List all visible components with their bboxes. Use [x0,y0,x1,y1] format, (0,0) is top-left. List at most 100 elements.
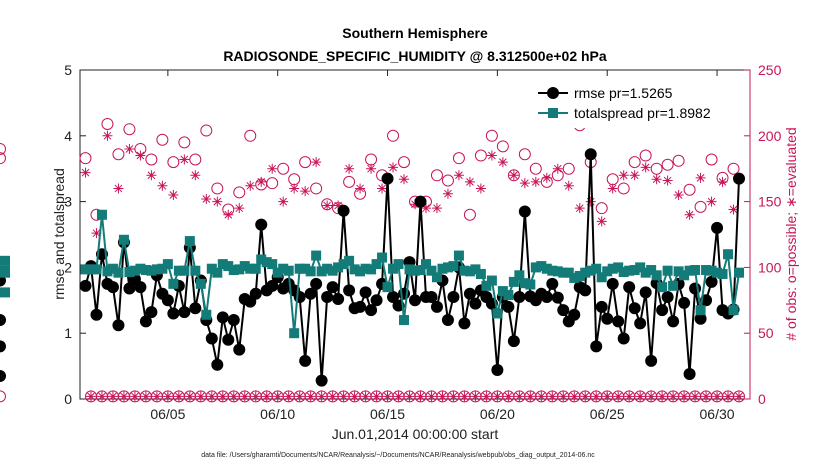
totalspread-point [300,263,311,274]
evaluated-point [525,391,536,402]
possible-point [733,390,746,403]
evaluated-point [679,391,690,402]
rmse-point [359,286,372,299]
totalspread-point [574,270,585,281]
possible-point [441,174,454,187]
rmse-point [595,300,608,313]
possible-point [694,200,707,213]
totalspread-point [519,278,530,289]
x-axis-label: Jun.01,2014 00:00:00 start [332,426,499,442]
evaluated-point [596,216,607,227]
x-tick-label: 06/30 [700,406,735,422]
totalspread-point [563,267,574,278]
rmse-point [612,315,625,328]
possible-point [112,148,125,161]
totalspread-point [124,267,135,278]
totalspread-point [294,263,305,274]
rmse-point [255,218,268,231]
totalspread-point [530,262,541,273]
rmse-point [299,354,312,367]
totalspread-point [591,263,602,274]
totalspread-point [723,249,734,260]
rmse-point [310,277,323,290]
totalspread-point [96,209,107,220]
y-right-tick-label: 50 [758,325,774,341]
y-tick-label: 1 [64,325,72,341]
evaluated-point [530,176,541,187]
totalspread-point [173,265,184,276]
rmse-point [0,314,6,327]
totalspread-point [613,262,624,273]
totalspread-point [393,259,404,270]
evaluated-point [190,170,201,181]
totalspread-point [503,290,514,301]
totalspread-point [541,263,552,274]
evaluated-point [607,183,618,194]
evaluated-point [135,150,146,161]
totalspread-point [0,255,10,266]
evaluated-point [536,391,547,402]
totalspread-point [706,265,717,276]
evaluated-point [327,391,338,402]
totalspread-point [283,265,294,276]
evaluated-point [569,391,580,402]
rmse-point [326,281,339,294]
rmse-point [161,294,174,307]
evaluated-point [426,391,437,402]
evaluated-point [355,183,366,194]
footnote: data file: /Users/gharamti/Documents/NCA… [201,452,595,459]
y-axis-right: 0 50 100 150 200 250 [744,62,782,407]
totalspread-point [618,267,629,278]
totalspread-point [629,265,640,276]
possible-point [387,129,400,142]
rmse-point [551,291,564,304]
totalspread-point [228,265,239,276]
totalspread-point [162,259,173,270]
rmse-point [579,284,592,297]
evaluated-point [602,391,613,402]
rmse-point [507,335,520,348]
totalspread-point [184,236,195,247]
totalspread-point [481,280,492,291]
rmse-point [447,291,460,304]
totalspread-point [223,261,234,272]
y-tick-label: 2 [64,259,72,275]
totalspread-point [701,265,712,276]
evaluated-point [497,157,508,168]
series-evaluated [80,131,745,402]
evaluated-point [712,391,723,402]
totalspread-point [514,270,525,281]
evaluated-point [294,391,305,402]
possible-point [310,182,323,195]
totalspread-point [250,263,261,274]
evaluated-point [272,391,283,402]
evaluated-point [305,391,316,402]
possible-point [277,162,290,175]
evaluated-point [563,180,574,191]
y-tick-label: 0 [64,391,72,407]
evaluated-point [651,174,662,185]
evaluated-point [96,391,107,402]
totalspread-point [129,265,140,276]
possible-point [705,153,718,166]
evaluated-point [415,391,426,402]
rmse-point [689,282,702,295]
totalspread-point [668,280,679,291]
totalspread-point [547,265,558,276]
totalspread-point [0,267,10,278]
evaluated-point [662,175,673,186]
totalspread-point [410,265,420,276]
evaluated-point [283,391,294,402]
totalspread-point [338,259,349,270]
evaluated-point [486,150,497,161]
possible-point [167,156,180,169]
possible-point [299,156,312,169]
y-right-tick-label: 200 [758,128,782,144]
rmse-point [365,304,378,317]
rmse-point [0,340,6,353]
rmse-point [733,172,746,185]
rmse-point [332,292,345,305]
y-tick-label: 3 [64,194,72,210]
evaluated-point [580,391,591,402]
possible-point [233,186,246,199]
